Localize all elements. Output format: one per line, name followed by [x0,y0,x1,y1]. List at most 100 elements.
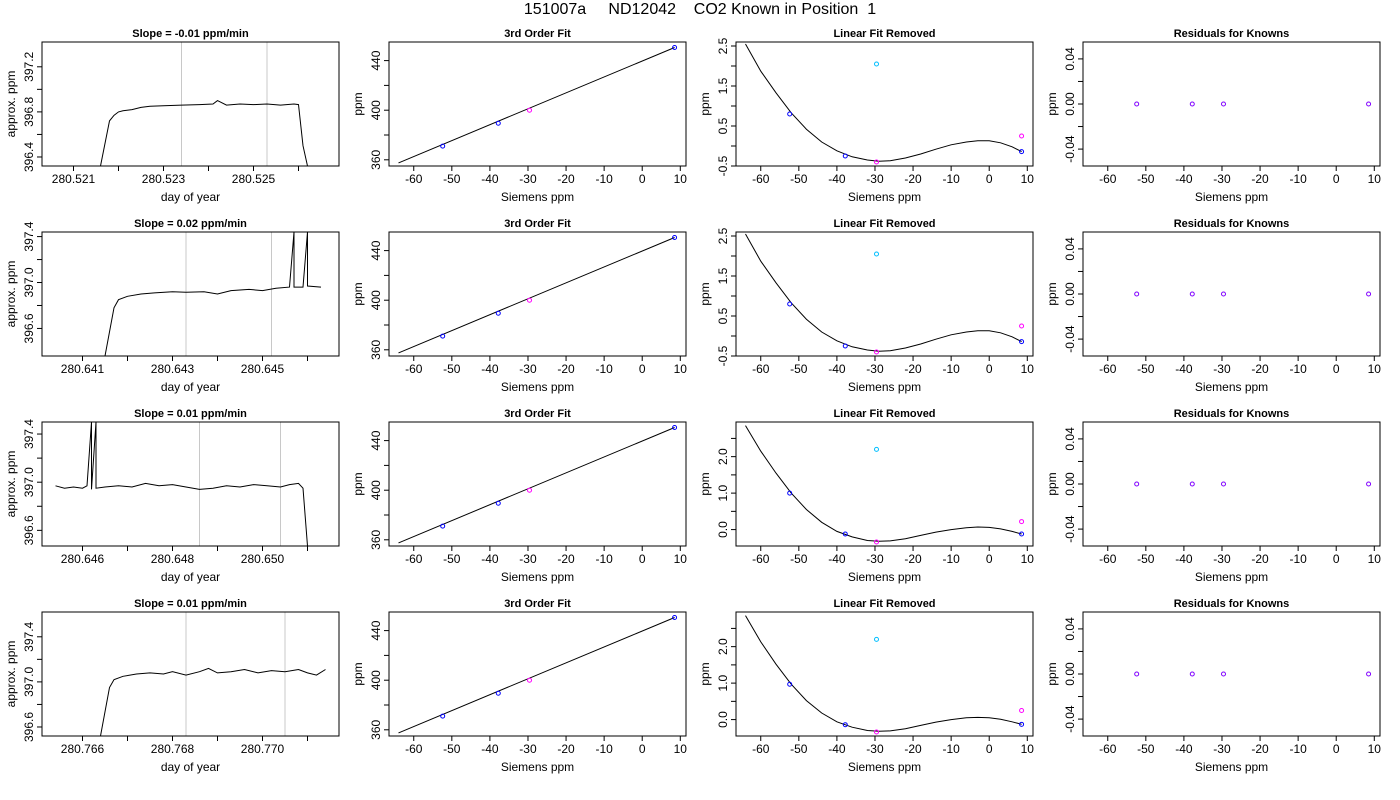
panel-title: Residuals for Knowns [1174,598,1290,610]
x-axis-label: Siemens ppm [848,570,921,584]
data-point [495,500,501,506]
data-point [1221,291,1227,297]
x-tick-label: -30 [1213,172,1231,186]
panel-title: Residuals for Knowns [1174,218,1290,230]
x-tick-label: 10 [1368,172,1382,186]
y-tick-label: 2.5 [716,37,730,54]
x-tick-label: -50 [1137,362,1155,376]
y-tick-label: -0.5 [716,345,730,366]
panel-title: Slope = -0.01 ppm/min [132,28,249,40]
data-point [842,153,848,159]
data-point [1366,101,1372,107]
x-tick-label: 0 [639,172,646,186]
x-axis-label: Siemens ppm [501,760,574,774]
plot-frame [1082,231,1381,357]
data-point [1019,519,1025,525]
x-tick-label: 280.641 [61,362,105,376]
fit-curve [745,43,1022,162]
y-tick-label: 1.0 [716,484,730,501]
x-tick-label: -20 [557,742,575,756]
x-tick-label: -60 [405,552,423,566]
y-tick-label: -0.5 [716,155,730,176]
x-tick-label: -30 [1213,552,1231,566]
x-tick-label: -10 [595,362,613,376]
x-tick-label: 280.645 [241,362,285,376]
panel-r2c4: Residuals for Knowns -60 -50 -40 -30 -20 -10 0 1… [1045,218,1381,394]
data-point [672,44,678,50]
data-point [1134,671,1140,677]
panel-r1c4: Residuals for Knowns -60 -50 -40 -30 -20 -10 0 1… [1045,28,1381,204]
x-axis-label: Siemens ppm [848,760,921,774]
data-point [1189,671,1195,677]
panel-title: Residuals for Knowns [1174,28,1290,40]
data-point [1221,101,1227,107]
y-axis-label: approx. ppm [4,451,18,518]
panel-r1c2: 3rd Order Fit -60 -50 -40 -30 -20 -10 0 10 360 400… [351,28,687,204]
y-tick-label: -0.04 [1063,705,1077,733]
x-tick-label: 10 [1368,362,1382,376]
data-point [874,61,880,67]
y-tick-label: 2.5 [716,227,730,244]
panel-r3c2: 3rd Order Fit -60 -50 -40 -30 -20 -10 0 10 360 400… [351,408,687,584]
data-point [787,301,793,307]
x-tick-label: -60 [1099,362,1117,376]
x-tick-label: 0 [1333,172,1340,186]
x-tick-label: 280.766 [61,742,105,756]
y-axis-label: approx. ppm [4,71,18,138]
panel-title: 3rd Order Fit [504,218,571,230]
y-tick-label: 396.8 [22,97,36,127]
plot-frame [41,421,340,547]
y-tick-label: 0.5 [716,117,730,134]
y-tick-label: 400 [369,480,383,500]
x-tick-label: 10 [1021,552,1035,566]
x-tick-label: -20 [557,362,575,376]
panel-title: 3rd Order Fit [504,598,571,610]
data-point [672,234,678,240]
panel-title: 3rd Order Fit [504,28,571,40]
y-axis-label: ppm [698,282,712,305]
x-tick-label: -20 [1251,552,1269,566]
y-tick-label: 0.5 [716,307,730,324]
data-point [672,614,678,620]
x-tick-label: 0 [986,552,993,566]
data-line [104,232,322,356]
data-point [874,251,880,257]
panel-title: 3rd Order Fit [504,408,571,420]
x-tick-label: -40 [828,362,846,376]
y-axis-label: ppm [1045,662,1059,685]
x-tick-label: -30 [519,172,537,186]
y-tick-label: 397.0 [22,467,36,497]
x-tick-label: -50 [790,742,808,756]
y-axis-label: ppm [698,472,712,495]
data-point [527,297,533,303]
panel-r4c1: Slope = 0.01 ppm/min 280.766 280.768 280.77… [4,598,340,774]
fit-curve [398,47,675,164]
data-point [1189,101,1195,107]
y-tick-label: 2.0 [716,448,730,465]
data-point [440,143,446,149]
x-tick-label: -50 [443,172,461,186]
y-tick-label: 360 [369,719,383,739]
y-axis-label: ppm [698,662,712,685]
data-point [1134,291,1140,297]
y-tick-label: 360 [369,529,383,549]
fit-curve [745,233,1022,352]
x-tick-label: -30 [519,552,537,566]
y-tick-label: 440 [369,50,383,70]
data-point [1221,481,1227,487]
page-title: 151007a ND12042 CO2 Known in Position 1 [523,1,877,18]
y-tick-label: 0.04 [1063,237,1077,261]
x-tick-label: -30 [519,742,537,756]
x-tick-label: -60 [405,362,423,376]
x-tick-label: -10 [942,362,960,376]
x-tick-label: 10 [1021,362,1035,376]
panel-title: Linear Fit Removed [833,598,935,610]
x-axis-label: day of year [161,380,220,394]
x-tick-label: -10 [1289,362,1307,376]
y-tick-label: 440 [369,430,383,450]
fit-curve [745,425,1022,542]
x-tick-label: -20 [557,552,575,566]
x-tick-label: -40 [828,552,846,566]
plot-frame [735,421,1034,547]
